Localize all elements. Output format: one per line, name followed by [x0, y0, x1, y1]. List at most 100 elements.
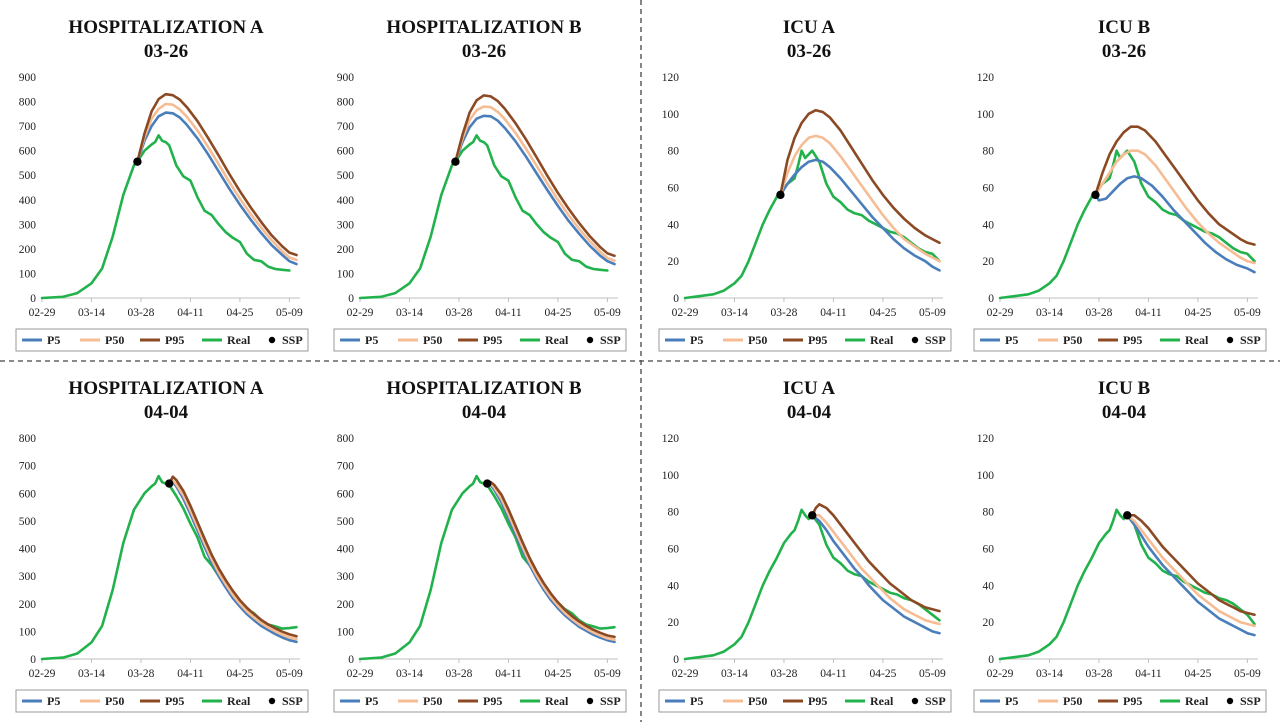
legend-label: P95: [165, 694, 184, 708]
y-tick-label: 700: [19, 121, 37, 133]
legend-box: [973, 328, 1267, 352]
legend-label: P95: [808, 694, 827, 708]
legend-box: [973, 689, 1267, 713]
y-tick-label: 800: [19, 97, 37, 109]
y-tick-label: 800: [19, 433, 37, 445]
legend-label: SSP: [600, 694, 621, 708]
p50-series-line: [1125, 514, 1256, 628]
chart-subtitle: 04-04: [1102, 402, 1147, 423]
chart-subtitle: 04-04: [787, 402, 832, 423]
real-series-line: [358, 474, 616, 661]
y-tick-label: 20: [668, 256, 680, 268]
legend-label: Real: [870, 694, 894, 708]
real-series-line: [683, 149, 941, 300]
y-tick-label: 100: [19, 268, 37, 280]
x-tick-label: 04-25: [544, 668, 571, 680]
x-tick-label: 04-25: [226, 307, 253, 319]
x-tick-label: 03-28: [1086, 668, 1113, 680]
p95-series-line: [167, 475, 298, 638]
legend-label: SSP: [282, 694, 303, 708]
p5-series-line: [485, 482, 616, 644]
y-tick-label: 20: [983, 617, 995, 629]
real-series-line: [358, 134, 609, 300]
legend-label: P5: [47, 694, 60, 708]
y-tick-label: 80: [668, 146, 680, 158]
x-tick-label: 02-29: [29, 307, 56, 319]
legend-label: P5: [690, 333, 703, 347]
ssp-point: [1091, 190, 1100, 200]
y-tick-label: 40: [983, 580, 995, 592]
legend-label: P50: [1063, 694, 1082, 708]
chart-panel-8: ICU B 04-04 0 20 40 60 80 100 120 02-29 03-14 03-28…: [973, 378, 1267, 713]
y-tick-label: 100: [977, 470, 995, 482]
legend-label: Real: [1185, 694, 1209, 708]
x-tick-label: 03-28: [446, 307, 473, 319]
legend-box: [658, 328, 952, 352]
real-series-line: [998, 149, 1256, 300]
y-tick-label: 100: [977, 109, 995, 121]
y-tick-label: 20: [668, 617, 680, 629]
chart-title: ICU B: [1098, 17, 1151, 38]
x-tick-label: 02-29: [987, 307, 1014, 319]
chart-panel-7: ICU A 04-04 0 20 40 60 80 100 120 02-29 03-14 03-28…: [658, 378, 952, 713]
x-tick-label: 05-09: [1234, 668, 1261, 680]
ssp-point: [808, 511, 817, 520]
legend-label: P5: [1005, 694, 1018, 708]
ssp-point: [483, 479, 492, 488]
chart-subtitle: 03-26: [144, 41, 188, 62]
p95-series-line: [485, 480, 616, 639]
legend-label: SSP: [1240, 694, 1261, 708]
x-tick-label: 02-29: [672, 307, 699, 319]
p50-series-line: [810, 514, 941, 626]
y-tick-label: 80: [983, 146, 995, 158]
y-tick-label: 300: [337, 219, 355, 231]
legend-label: P50: [105, 333, 124, 347]
real-series-line: [998, 508, 1256, 661]
legend-label: Real: [870, 333, 894, 347]
y-tick-label: 0: [348, 293, 354, 305]
chart-legend: P5 P50 P95 Real SSP: [973, 689, 1267, 713]
x-tick-label: 03-14: [78, 307, 105, 319]
legend-box: [15, 328, 309, 352]
legend-swatch-ssp: [911, 336, 919, 344]
chart-title: HOSPITALIZATION A: [68, 17, 263, 38]
y-tick-label: 200: [19, 599, 37, 611]
chart-panel-3: ICU A 03-26 0 20 40 60 80 100 120 02-29 03-14 03-28…: [658, 17, 952, 352]
chart-subtitle: 03-26: [787, 41, 831, 62]
y-tick-label: 0: [673, 654, 679, 666]
legend-label: P50: [105, 694, 124, 708]
legend-label: P5: [47, 333, 60, 347]
chart-subtitle: 03-26: [462, 41, 506, 62]
y-tick-label: 400: [337, 544, 355, 556]
legend-label: P95: [1123, 694, 1142, 708]
chart-panel-6: HOSPITALIZATION B 04-04 0 100 200 300 400 500 60…: [333, 378, 627, 713]
p95-series-line: [1094, 125, 1256, 246]
chart-legend: P5 P50 P95 Real SSP: [973, 328, 1267, 352]
y-tick-label: 200: [337, 599, 355, 611]
y-tick-label: 40: [983, 219, 995, 231]
p95-series-line: [136, 92, 298, 257]
x-tick-label: 02-29: [347, 668, 374, 680]
y-tick-label: 200: [19, 244, 37, 256]
x-tick-label: 03-28: [446, 668, 473, 680]
p50-series-line: [167, 479, 298, 641]
x-tick-label: 04-25: [544, 307, 571, 319]
y-tick-label: 800: [337, 433, 355, 445]
x-tick-label: 05-09: [276, 668, 303, 680]
y-tick-label: 60: [983, 544, 995, 556]
chart-panel-4: ICU B 03-26 0 20 40 60 80 100 120 02-29 03-14 03-28…: [973, 17, 1267, 352]
chart-title: HOSPITALIZATION A: [68, 378, 263, 399]
y-tick-label: 200: [337, 244, 355, 256]
chart-subtitle: 03-26: [1102, 41, 1146, 62]
y-tick-label: 120: [977, 433, 995, 445]
ssp-point: [1123, 511, 1132, 520]
p5-series-line: [454, 114, 616, 266]
y-tick-label: 100: [662, 470, 680, 482]
chart-legend: P5 P50 P95 Real SSP: [658, 689, 952, 713]
y-tick-label: 600: [19, 146, 37, 158]
x-tick-label: 04-25: [869, 668, 896, 680]
chart-title: HOSPITALIZATION B: [386, 378, 581, 399]
legend-label: SSP: [925, 333, 946, 347]
x-tick-label: 03-28: [1086, 307, 1113, 319]
y-tick-label: 300: [337, 571, 355, 583]
